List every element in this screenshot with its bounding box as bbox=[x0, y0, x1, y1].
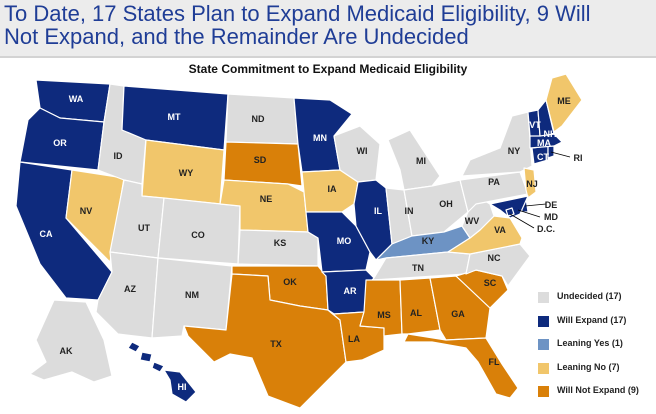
label-nj: NJ bbox=[526, 179, 538, 189]
label-ok: OK bbox=[283, 277, 297, 287]
label-pa: PA bbox=[488, 177, 500, 187]
legend-swatch-will-expand bbox=[538, 315, 549, 327]
label-dc: D.C. bbox=[537, 224, 555, 234]
label-ny: NY bbox=[508, 146, 521, 156]
label-nd: ND bbox=[252, 114, 265, 124]
state-tx bbox=[183, 273, 347, 409]
label-va: VA bbox=[494, 225, 506, 235]
label-mo: MO bbox=[337, 236, 352, 246]
legend-swatch-will-not-expand bbox=[538, 386, 549, 397]
label-fl: FL bbox=[489, 357, 500, 367]
label-ca: CA bbox=[40, 229, 53, 239]
state-hi bbox=[127, 341, 197, 403]
label-al: AL bbox=[410, 308, 422, 318]
label-nc: NC bbox=[488, 253, 501, 263]
label-wy: WY bbox=[179, 168, 194, 178]
legend-item: Will Not Expand (9) bbox=[538, 384, 654, 408]
label-ia: IA bbox=[328, 184, 338, 194]
legend-label-will-expand: Will Expand (17) bbox=[557, 314, 627, 325]
label-nh: NH bbox=[544, 129, 557, 139]
legend-item: Will Expand (17) bbox=[538, 314, 654, 338]
legend-item: Leaning Yes (1) bbox=[538, 337, 654, 361]
state-ks bbox=[237, 229, 319, 267]
legend-label-leaning-yes: Leaning Yes (1) bbox=[557, 338, 623, 348]
label-ct: CT bbox=[537, 152, 549, 162]
state-al bbox=[399, 277, 441, 335]
label-wa: WA bbox=[69, 94, 84, 104]
label-wv: WV bbox=[465, 216, 480, 226]
legend-swatch-undecided bbox=[538, 292, 549, 303]
legend-label-undecided: Undecided (17) bbox=[557, 291, 622, 301]
label-mn: MN bbox=[313, 133, 327, 143]
label-il: IL bbox=[374, 206, 383, 216]
label-mt: MT bbox=[168, 112, 181, 122]
label-ky: KY bbox=[422, 236, 435, 246]
label-or: OR bbox=[53, 138, 67, 148]
headline-line-1: To Date, 17 States Plan to Expand Medica… bbox=[4, 1, 591, 26]
state-mi bbox=[387, 129, 441, 191]
label-hi: HI bbox=[178, 382, 187, 392]
legend-label-leaning-no: Leaning No (7) bbox=[557, 361, 620, 372]
legend-label-will-not-expand: Will Not Expand (9) bbox=[557, 385, 639, 395]
legend-item: Leaning No (7) bbox=[538, 361, 654, 385]
state-nh bbox=[537, 99, 555, 137]
state-la bbox=[327, 309, 385, 363]
label-me: ME bbox=[557, 96, 571, 106]
state-ak bbox=[29, 299, 113, 383]
state-sd bbox=[223, 141, 303, 187]
label-ma: MA bbox=[537, 138, 551, 148]
legend-item: Undecided (17) bbox=[538, 290, 654, 314]
map-title: State Commitment to Expand Medicaid Elig… bbox=[188, 62, 468, 76]
label-ri: RI bbox=[574, 153, 583, 163]
state-dc bbox=[505, 207, 515, 217]
label-mi: MI bbox=[416, 156, 426, 166]
state-labels: WA OR CA NV ID MT WY UT CO AZ NM ND SD N… bbox=[40, 94, 583, 392]
state-pa bbox=[459, 171, 529, 213]
state-ny bbox=[461, 111, 533, 177]
label-ak: AK bbox=[60, 346, 73, 356]
label-az: AZ bbox=[124, 284, 136, 294]
label-ga: GA bbox=[451, 309, 465, 319]
state-me bbox=[545, 73, 583, 133]
label-oh: OH bbox=[439, 199, 453, 209]
label-ks: KS bbox=[274, 238, 287, 248]
state-md bbox=[489, 195, 529, 219]
label-la: LA bbox=[348, 334, 360, 344]
label-ar: AR bbox=[344, 286, 357, 296]
label-ut: UT bbox=[138, 223, 150, 233]
state-fl bbox=[403, 333, 519, 399]
legend-swatch-leaning-yes bbox=[538, 339, 549, 350]
label-sc: SC bbox=[484, 278, 497, 288]
label-ms: MS bbox=[377, 310, 391, 320]
map-legend: Undecided (17) Will Expand (17) Leaning … bbox=[538, 290, 654, 408]
label-tn: TN bbox=[412, 263, 424, 273]
label-nm: NM bbox=[185, 290, 199, 300]
state-nj bbox=[523, 167, 537, 199]
label-de: DE bbox=[545, 200, 558, 210]
label-tx: TX bbox=[270, 339, 282, 349]
headline-banner: To Date, 17 States Plan to Expand Medica… bbox=[0, 0, 656, 58]
headline-line-2: Not Expand, and the Remainder Are Undeci… bbox=[4, 24, 469, 49]
label-md: MD bbox=[544, 212, 558, 222]
state-nv bbox=[65, 169, 125, 263]
label-sd: SD bbox=[254, 155, 267, 165]
label-vt: VT bbox=[529, 120, 541, 130]
label-nv: NV bbox=[80, 206, 93, 216]
label-id: ID bbox=[114, 151, 124, 161]
label-ne: NE bbox=[260, 194, 273, 204]
label-wi: WI bbox=[357, 146, 368, 156]
legend-swatch-leaning-no bbox=[538, 362, 549, 374]
leader-lines bbox=[509, 151, 571, 229]
label-in: IN bbox=[405, 206, 414, 216]
label-co: CO bbox=[191, 230, 205, 240]
